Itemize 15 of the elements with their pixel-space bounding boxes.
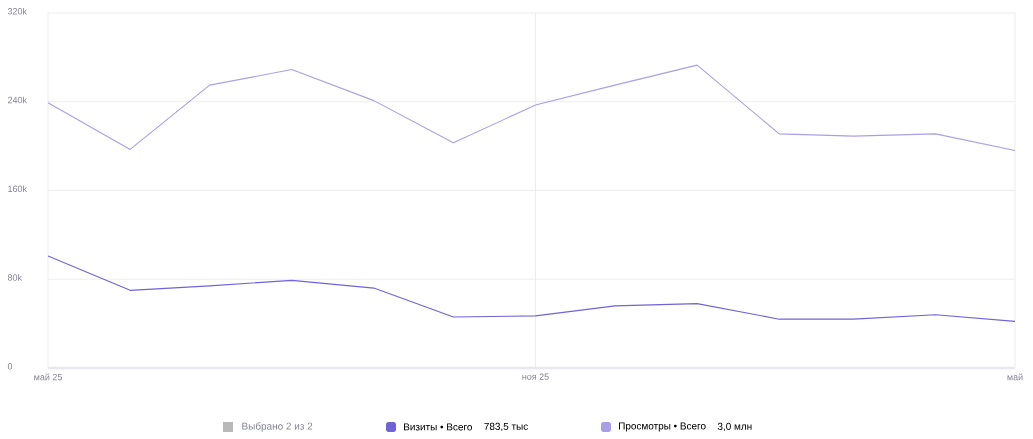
line-series xyxy=(47,64,1016,152)
text: 783,5 тыс xyxy=(484,422,528,432)
line-series xyxy=(47,255,1016,322)
y-tick-label: 240k xyxy=(7,96,27,104)
x-tick-label: ноя 25 xyxy=(522,373,549,380)
x-tick-label: май 25 xyxy=(34,373,62,381)
text: 3,0 млн xyxy=(717,422,752,432)
text: Выбрано 2 из 2 xyxy=(242,422,313,432)
legend-label: Просмотры • Всего xyxy=(619,422,706,432)
x-tick-label: май xyxy=(1007,373,1023,381)
y-tick-label: 0 xyxy=(7,363,13,370)
y-tick-label: 160k xyxy=(8,185,27,192)
y-tick-label: 80k xyxy=(7,274,22,281)
legend-label: Визиты • Всего xyxy=(404,423,473,431)
y-tick-label: 320k xyxy=(7,7,27,15)
